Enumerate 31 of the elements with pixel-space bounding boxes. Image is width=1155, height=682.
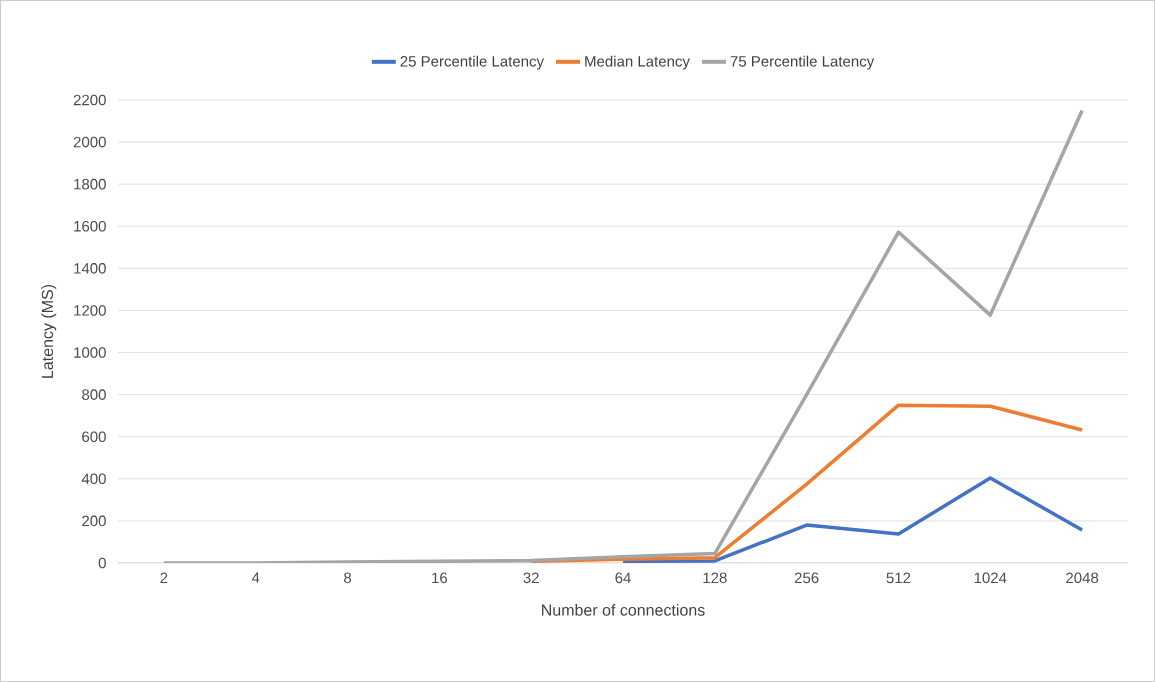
y-axis-title: Latency (MS) bbox=[41, 284, 57, 378]
line-series bbox=[162, 108, 1084, 563]
line-series bbox=[529, 403, 1084, 563]
y-tick-label: 600 bbox=[82, 431, 106, 443]
y-tick-label: 800 bbox=[82, 389, 106, 400]
y-tick-label: 1000 bbox=[74, 347, 106, 358]
x-tick-label: 1024 bbox=[974, 572, 1007, 584]
x-axis-title: Number of connections bbox=[542, 604, 705, 616]
x-tick-label: 4 bbox=[251, 572, 260, 583]
y-tick-label: 0 bbox=[98, 557, 106, 569]
x-tick-label: 32 bbox=[523, 572, 539, 584]
y-tick-label: 400 bbox=[81, 473, 106, 485]
x-tick-label: 64 bbox=[615, 572, 631, 584]
x-tick-label: 128 bbox=[703, 572, 727, 584]
y-tick-label: 1200 bbox=[74, 305, 106, 316]
x-tick-label: 2 bbox=[160, 572, 168, 584]
y-tick-label: 200 bbox=[82, 515, 106, 527]
y-tick-label: 2000 bbox=[73, 136, 106, 148]
line-series bbox=[621, 476, 1084, 563]
x-tick-label: 256 bbox=[794, 572, 819, 584]
y-tick-label: 1800 bbox=[74, 178, 106, 190]
y-tick-label: 1400 bbox=[74, 263, 106, 274]
x-tick-label: 8 bbox=[344, 572, 352, 584]
y-tick-label: 2200 bbox=[73, 94, 106, 106]
legend-label: 25 Percentile Latency bbox=[400, 55, 544, 70]
x-tick-label: 16 bbox=[432, 572, 448, 584]
y-tick-label: 1600 bbox=[74, 220, 106, 232]
legend-label: 75 Percentile Latency bbox=[730, 55, 875, 70]
legend-label: Median Latency bbox=[585, 55, 690, 70]
x-tick-label: 2048 bbox=[1066, 572, 1099, 584]
x-tick-label: 512 bbox=[886, 572, 911, 584]
